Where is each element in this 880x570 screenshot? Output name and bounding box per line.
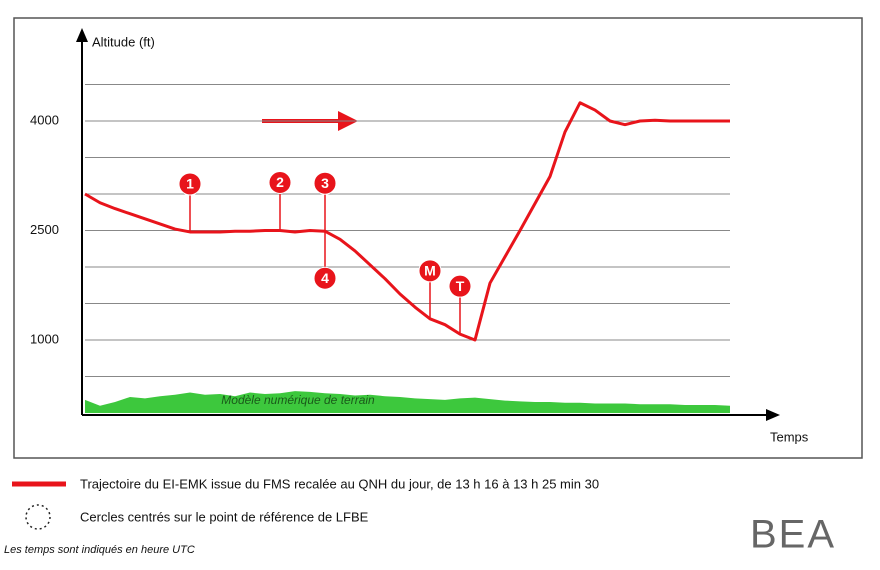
marker-circle — [418, 259, 442, 283]
terrain-area — [85, 391, 730, 413]
marker-label: 4 — [321, 270, 329, 286]
y-tick-label: 1000 — [30, 331, 59, 346]
x-axis-label: Temps — [770, 429, 809, 444]
marker-label: T — [456, 278, 465, 294]
marker-label: M — [424, 263, 436, 279]
y-tick-label: 4000 — [30, 112, 59, 127]
legend-entry: Cercles centrés sur le point de référenc… — [80, 509, 369, 524]
marker-label: 2 — [276, 174, 284, 190]
y-axis-arrow — [76, 28, 88, 42]
x-axis-arrow — [766, 409, 780, 421]
footnote: Les temps sont indiqués en heure UTC — [4, 544, 195, 556]
marker-circle — [268, 171, 292, 194]
legend-swatch — [25, 504, 51, 530]
marker-circle — [313, 266, 337, 290]
y-tick-label: 2500 — [30, 222, 59, 237]
data-line — [84, 101, 730, 342]
y-axis-label: Altitude (ft) — [92, 34, 155, 49]
logo: BEA — [750, 513, 836, 557]
marker-label: 1 — [186, 176, 194, 192]
area-label: Modèle numérique de terrain — [221, 393, 375, 407]
legend-entry: Trajectoire du EI-EMK issue du FMS recal… — [80, 476, 599, 491]
frame — [13, 17, 863, 459]
marker-label: 3 — [321, 175, 329, 191]
marker-circle — [178, 172, 202, 196]
marker-circle — [313, 171, 337, 195]
marker-circle — [448, 274, 472, 298]
